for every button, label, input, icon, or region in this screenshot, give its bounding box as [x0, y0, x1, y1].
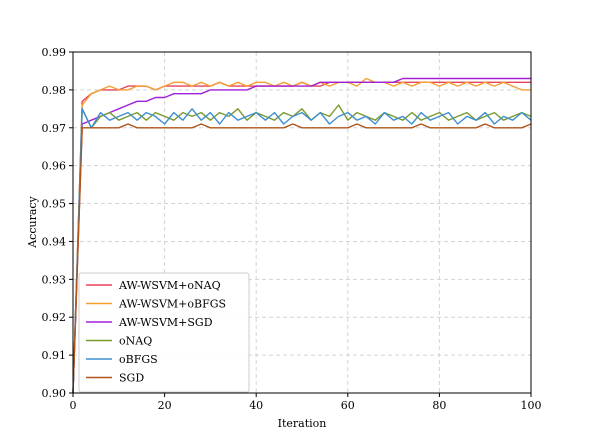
x-axis-label: Iteration — [278, 417, 327, 430]
x-tick-label: 80 — [432, 399, 446, 412]
legend: AW-WSVM+oNAQ AW-WSVM+oBFGS AW-WSVM+SGD oNAQ… — [78, 272, 250, 393]
plot-frame — [72, 51, 532, 394]
x-tick-label: 20 — [158, 399, 172, 412]
x-axis-ticks: 0 20 40 60 80 100 — [70, 393, 542, 412]
series-line-5 — [72, 123, 532, 394]
legend-label-1: AW-WSVM+oBFGS — [118, 298, 226, 311]
series-line-4 — [72, 108, 532, 394]
legend-label-2: AW-WSVM+SGD — [118, 316, 213, 329]
legend-box — [78, 272, 250, 393]
y-tick-label: 0.92 — [42, 311, 67, 324]
legend-label-4: oBFGS — [119, 353, 158, 366]
y-tick-label: 0.96 — [42, 160, 67, 173]
series-line-2 — [72, 77, 531, 394]
y-axis-ticks: 0.90 0.91 0.92 0.93 0.94 0.95 0.96 0.97 0.98 0.99 — [42, 46, 73, 400]
y-tick-label: 0.93 — [42, 273, 67, 286]
x-tick-label: 40 — [249, 399, 263, 412]
legend-label-0: AW-WSVM+oNAQ — [118, 279, 221, 292]
series-line-1 — [72, 77, 531, 394]
series-lines — [72, 77, 532, 394]
y-axis-label: Accuracy — [26, 195, 39, 248]
y-tick-label: 0.99 — [42, 46, 67, 59]
legend-label-5: SGD — [119, 372, 144, 385]
x-tick-label: 0 — [70, 399, 77, 412]
y-tick-label: 0.90 — [42, 387, 67, 400]
x-tick-label: 100 — [521, 399, 542, 412]
y-tick-label: 0.95 — [42, 198, 67, 211]
y-tick-label: 0.98 — [42, 84, 67, 97]
y-tick-label: 0.94 — [42, 235, 67, 248]
legend-label-3: oNAQ — [119, 335, 152, 348]
y-tick-label: 0.91 — [42, 349, 67, 362]
series-line-3 — [72, 104, 532, 394]
x-tick-label: 60 — [341, 399, 355, 412]
y-tick-label: 0.97 — [42, 122, 67, 135]
